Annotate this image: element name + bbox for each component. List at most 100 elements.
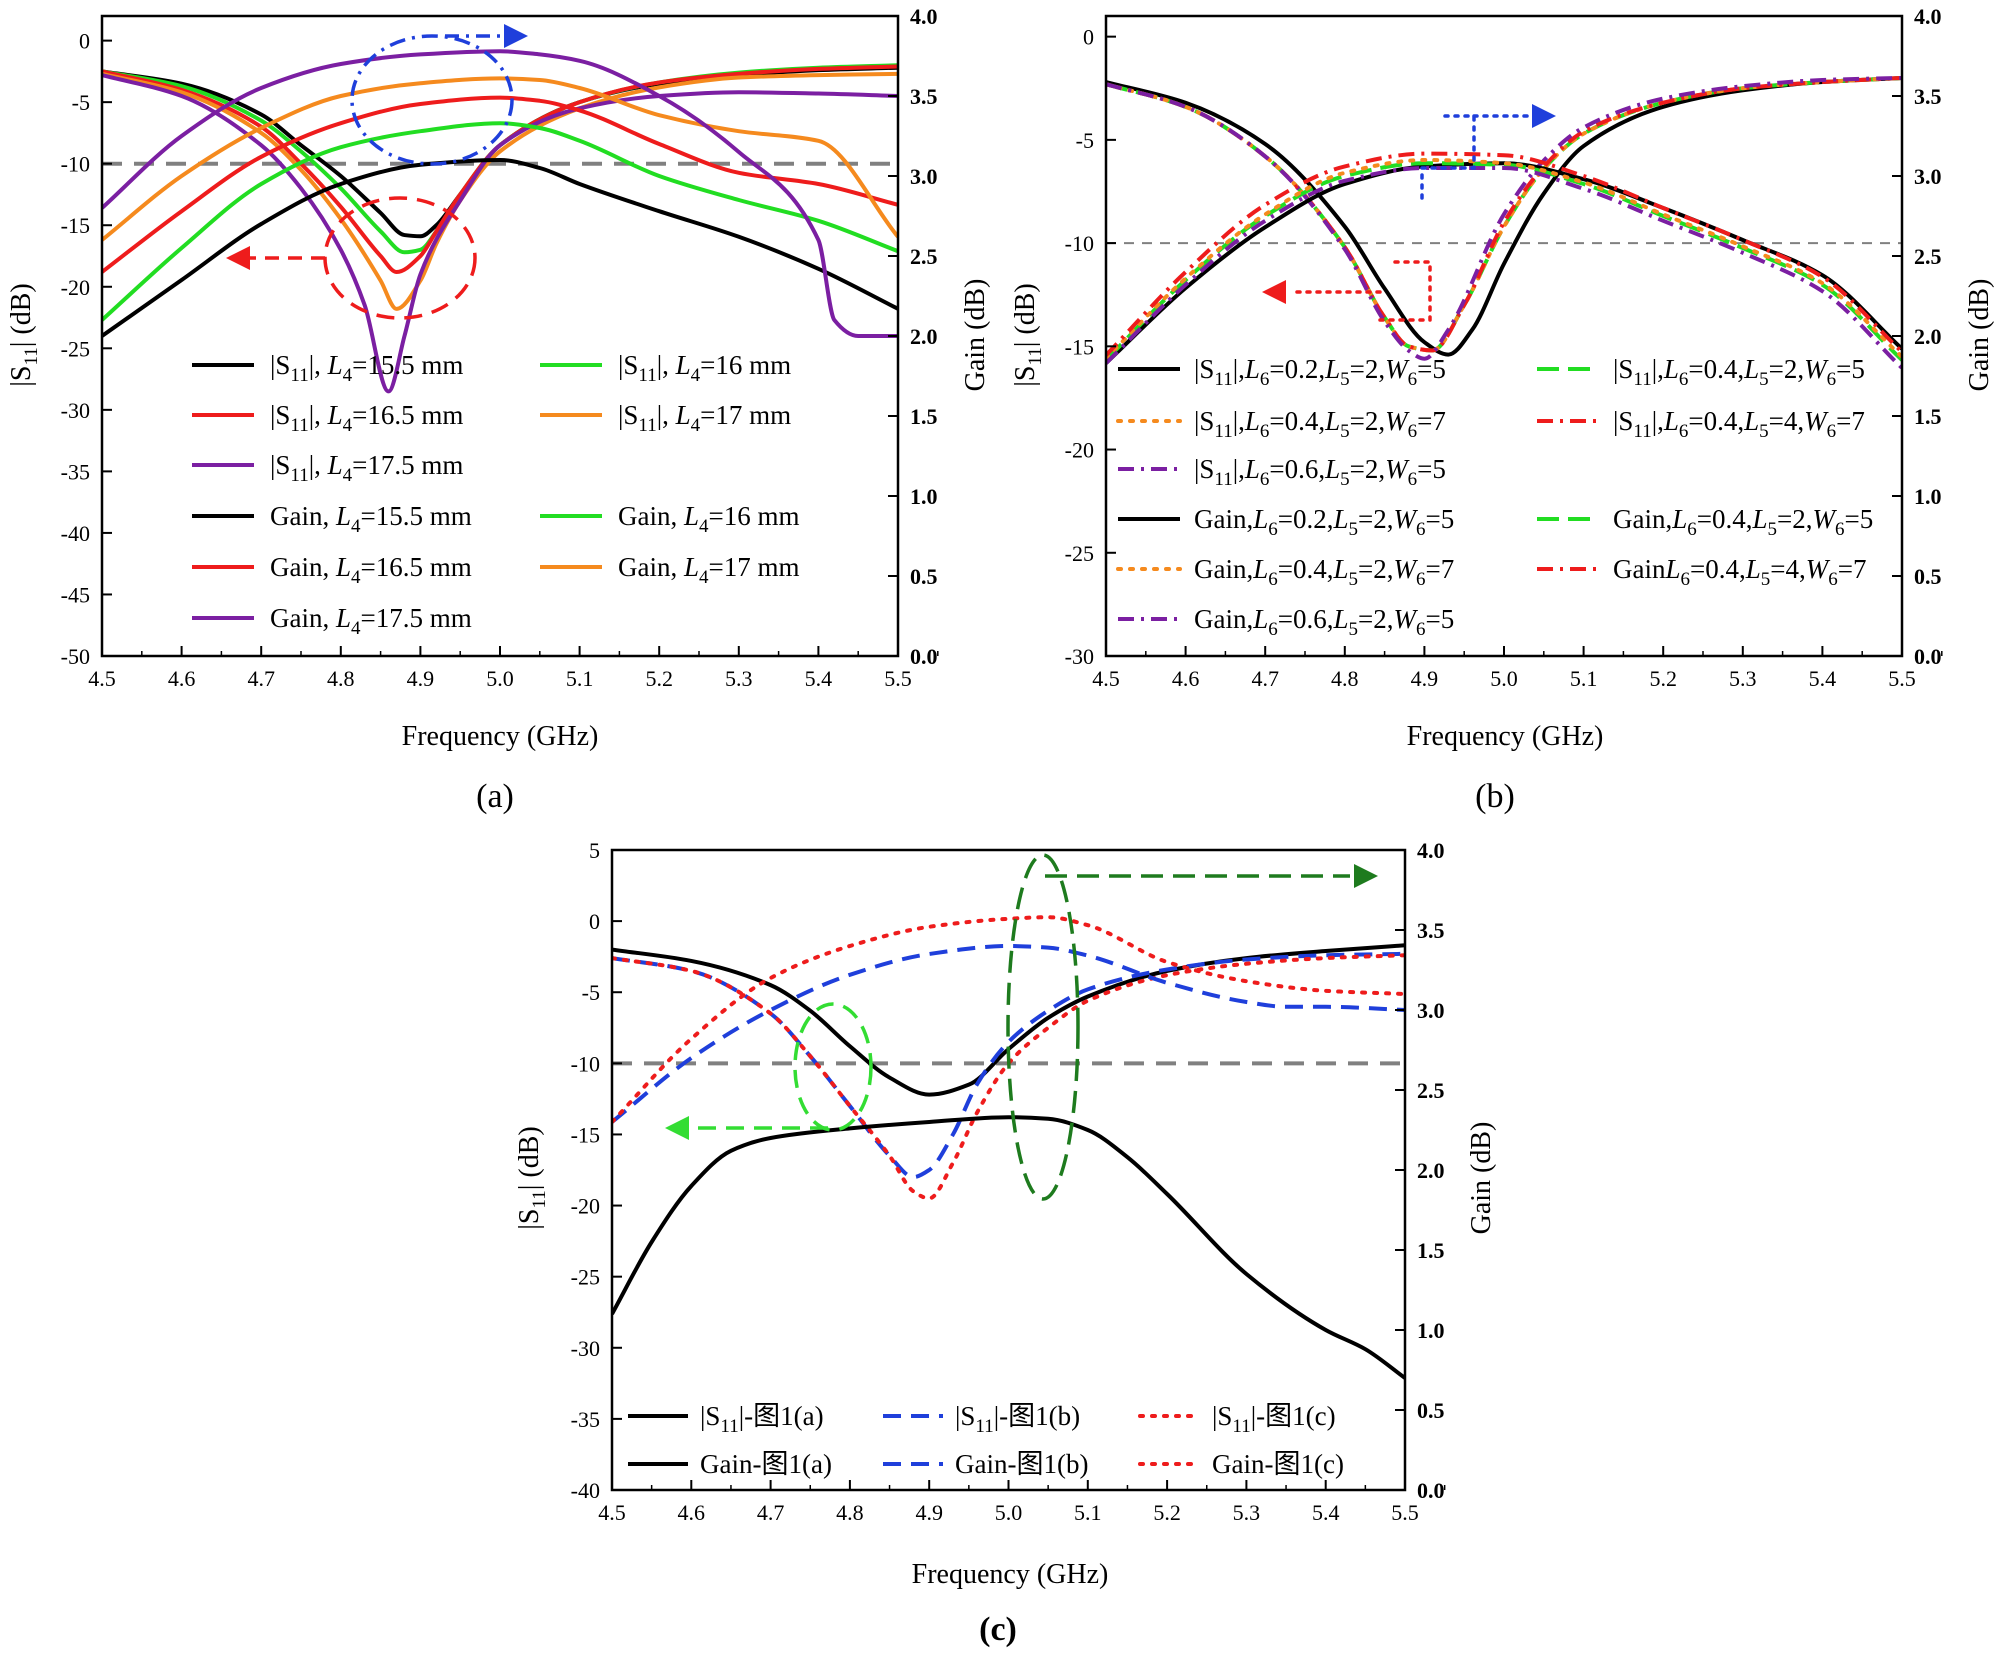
legend-mid-b-0: |, [1233, 354, 1245, 384]
axes-layer-b: 4.5 4.6 4.7 4.8 4.9 5.0 5.1 5.2 5.3 5.4 5.5 0 -5 -10 -… [1065, 4, 1943, 691]
axes-layer-a: 4.5 4.6 4.7 4.8 4.9 5.0 5.1 5.2 5.3 5.4 5.5 0 -5 -10 -… [61, 4, 939, 691]
legend-var-a-8: L [683, 552, 699, 582]
legend-W6-b-6: W [1813, 504, 1838, 534]
legend-p3-b-8: =7 [1838, 554, 1867, 584]
legend-W6-b-5: W [1394, 504, 1419, 534]
legend-sub-a-0: 11 [290, 365, 308, 386]
series-line-b-8 [1106, 151, 1902, 357]
y2-tick-label-c-5: 2.5 [1417, 1078, 1445, 1103]
legend-L5sub-b-5: 5 [1349, 519, 1359, 540]
legend-sub-a-1: 11 [638, 365, 656, 386]
y-axis-unit-c: | (dB) [514, 1126, 545, 1190]
legend-var-a-4: L [327, 450, 343, 480]
x-tick-label-b-1: 4.6 [1172, 666, 1200, 691]
legend-W6-b-4: W [1385, 454, 1410, 484]
legend-suffix-c-1: |-图1(b) [994, 1401, 1080, 1431]
legend-L6sub-b-8: 6 [1681, 569, 1691, 590]
legend-p3-b-4: =5 [1417, 454, 1446, 484]
legend-prefix-c-5: Gain-图1(c) [1212, 1449, 1344, 1479]
annotation-bracket-b-right [1420, 114, 1476, 200]
legend-L6-b-1: L [1663, 354, 1679, 384]
legend-W6sub-b-7: 6 [1416, 569, 1426, 590]
y-tick-label-b-4: -20 [1065, 438, 1094, 463]
legend-p3-b-6: =5 [1845, 504, 1874, 534]
annotation-arrowhead-c-left [665, 1116, 689, 1140]
legend-label-c-3: Gain-图1(a) [700, 1449, 832, 1479]
y-tick-label-a-4: -20 [61, 275, 90, 300]
y2-tick-label-b-8: 4.0 [1914, 4, 1942, 29]
legend-prefix-a-7: Gain, [270, 552, 336, 582]
x-axis-title-a: Frequency (GHz) [402, 721, 599, 752]
legend-label-c-5: Gain-图1(c) [1212, 1449, 1344, 1479]
legend-prefix-b-8: Gain [1613, 554, 1666, 584]
legend-prefix-a-1: |S [618, 350, 638, 380]
x-tick-label-c-7: 5.2 [1153, 1500, 1181, 1525]
series-line-a-5 [102, 158, 898, 338]
annotation-layer-b [1262, 104, 1556, 322]
legend-L6sub-b-4: 6 [1260, 469, 1270, 490]
legend-W6sub-b-0: 6 [1408, 369, 1418, 390]
y2-tick-label-c-4: 2.0 [1417, 1158, 1445, 1183]
legend-L5sub-b-6: 5 [1768, 519, 1778, 540]
legend-L5sub-b-4: 5 [1340, 469, 1350, 490]
y2-tick-label-b-0: 0.0 [1914, 644, 1942, 669]
legend-mid-a-3: |, [657, 400, 676, 430]
legend-L6-b-8: L [1664, 554, 1680, 584]
x-tick-label-a-4: 4.9 [407, 666, 435, 691]
legend-label-a-8: Gain, L4=17 mm [618, 552, 800, 588]
y-tick-label-c-9: -40 [571, 1478, 600, 1503]
legend-label-b-0: |S11|,L6=0.2,L5=2,W6=5 [1194, 354, 1446, 390]
legend-L6sub-b-9: 6 [1268, 619, 1278, 640]
legend-prefix-c-2: |S [1212, 1401, 1232, 1431]
y-axis-sub-a: 11 [21, 347, 42, 365]
series-line-a-9 [102, 49, 898, 338]
x-tick-label-a-7: 5.2 [645, 666, 673, 691]
y2-tick-label-b-5: 2.5 [1914, 244, 1942, 269]
y-axis-sub-c: 11 [529, 1190, 550, 1208]
legend-p2-b-3: =4, [1769, 406, 1804, 436]
annotation-bracket-b-left [1378, 260, 1432, 322]
y2-tick-label-b-1: 0.5 [1914, 564, 1942, 589]
y2-tick-label-a-8: 4.0 [910, 4, 938, 29]
y2-tick-label-c-3: 1.5 [1417, 1238, 1445, 1263]
legend-suffix-a-2: =16.5 mm [352, 400, 463, 430]
y-tick-label-c-3: -10 [571, 1051, 600, 1076]
legend-L5-b-6: L [1752, 504, 1768, 534]
y-tick-label-c-5: -20 [571, 1194, 600, 1219]
y2-tick-label-c-8: 4.0 [1417, 838, 1445, 863]
legend-sub-c-0: 11 [720, 1416, 738, 1437]
x-tick-label-c-6: 5.1 [1074, 1500, 1102, 1525]
x-axis-title-b: Frequency (GHz) [1407, 721, 1604, 752]
legend-prefix-b-9: Gain, [1194, 604, 1253, 634]
series-line-a-6 [102, 121, 898, 322]
legend-W6-b-7: W [1394, 554, 1419, 584]
legend-p3-b-2: =7 [1417, 406, 1446, 436]
legend-sub-a-4: 11 [290, 465, 308, 486]
legend-p2-b-2: =2, [1350, 406, 1385, 436]
legend-L5sub-b-7: 5 [1349, 569, 1359, 590]
legend-mid-b-2: |, [1233, 406, 1245, 436]
x-tick-label-c-4: 4.9 [915, 1500, 943, 1525]
y-tick-label-b-0: 0 [1083, 25, 1094, 50]
legend-prefix-a-3: |S [618, 400, 638, 430]
legend-label-a-3: |S11|, L4=17 mm [618, 400, 791, 436]
legend-L5sub-b-9: 5 [1349, 619, 1359, 640]
legend-varsub-a-6: 4 [699, 516, 709, 537]
y-axis-title-c: |S11| (dB) [514, 1126, 550, 1229]
legend-label-a-7: Gain, L4=16.5 mm [270, 552, 472, 588]
x-tick-label-c-0: 4.5 [598, 1500, 626, 1525]
legend-L5sub-b-3: 5 [1759, 421, 1769, 442]
x-tick-label-b-7: 5.2 [1649, 666, 1677, 691]
legend-suffix-c-2: |-图1(c) [1251, 1401, 1336, 1431]
legend-L5-b-7: L [1333, 554, 1349, 584]
axes-layer-c: 4.5 4.6 4.7 4.8 4.9 5.0 5.1 5.2 5.3 5.4 5.5 5 0 -5 -10… [571, 838, 1446, 1525]
legend-L6-b-7: L [1252, 554, 1268, 584]
y-tick-label-a-9: -45 [61, 582, 90, 607]
x-tick-label-a-9: 5.4 [805, 666, 833, 691]
legend-L5-b-8: L [1745, 554, 1761, 584]
x-axis-title-c: Frequency (GHz) [912, 1559, 1109, 1590]
legend-p2-b-9: =2, [1358, 604, 1393, 634]
legend-varsub-a-8: 4 [699, 567, 709, 588]
